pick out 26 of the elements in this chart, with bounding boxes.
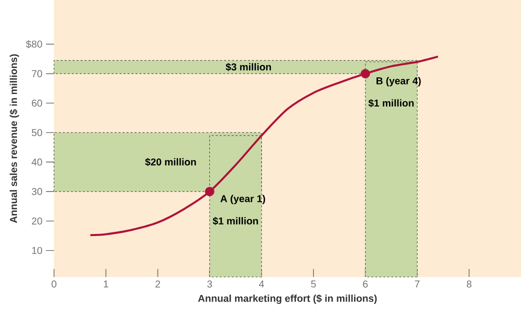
band-label: $1 million (368, 99, 414, 108)
y-tick-label: 10 (32, 246, 42, 254)
y-tick-label: 20 (32, 217, 42, 225)
x-tick-label: 8 (466, 280, 472, 288)
y-tick-label: $80 (26, 40, 42, 48)
annotation: B (year 4) (376, 77, 421, 86)
y-tick-label: 70 (32, 70, 42, 78)
line-series (89, 56, 439, 236)
x-axis-title: Annual marketing effort ($ in millions) (198, 294, 377, 304)
y-tick-label: 40 (32, 158, 42, 166)
x-tick-label: 6 (363, 280, 368, 288)
y-tick-label: 60 (32, 100, 42, 107)
y-tick-label: 30 (32, 188, 42, 196)
band-label: $3 million (226, 62, 271, 72)
x-tick-label: 3 (207, 280, 212, 288)
annotation: A (year 1) (220, 194, 266, 204)
x-tick-label: 0 (52, 280, 56, 288)
y-axis-title: Annual sales revenue ($ in millions) (10, 54, 20, 223)
band-label: $20 million (145, 158, 196, 166)
y-tick-label: 50 (32, 129, 42, 136)
x-tick-label: 2 (156, 280, 160, 288)
band-label: $1 million (212, 216, 258, 226)
x-tick-label: 1 (104, 280, 108, 288)
x-tick-label: 4 (259, 280, 264, 288)
x-tick-label: 5 (311, 280, 316, 288)
x-tick-label: 7 (414, 280, 420, 288)
